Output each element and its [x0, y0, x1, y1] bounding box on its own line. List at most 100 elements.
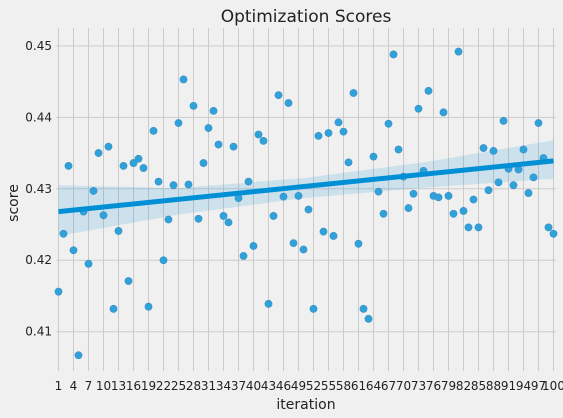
- data-point: [489, 147, 498, 155]
- y-tick-label: 0.41: [25, 325, 52, 339]
- y-tick-labels: 0.41 0.42 0.43 0.44 0.45: [25, 39, 52, 339]
- data-point: [94, 149, 103, 157]
- data-point: [319, 227, 328, 236]
- data-point: [154, 177, 163, 186]
- data-point: [254, 130, 263, 139]
- data-point: [114, 227, 123, 235]
- data-point: [464, 223, 473, 232]
- data-point: [454, 47, 463, 56]
- data-point: [164, 215, 173, 224]
- data-point: [459, 207, 468, 215]
- data-point: [474, 223, 483, 232]
- data-point: [484, 186, 493, 195]
- data-point: [284, 99, 293, 107]
- data-point: [509, 181, 518, 190]
- regression-line: [58, 158, 554, 215]
- data-point: [524, 189, 533, 197]
- data-point: [394, 145, 403, 154]
- data-point: [384, 119, 393, 128]
- data-point: [324, 129, 333, 137]
- x-tick-label: 19: [141, 379, 156, 393]
- data-point: [189, 101, 198, 110]
- data-point: [244, 177, 253, 186]
- data-point: [194, 214, 203, 223]
- data-point: [89, 187, 98, 195]
- x-tick-label: 37: [231, 379, 246, 393]
- data-point: [119, 162, 128, 170]
- x-tick-label: 40: [246, 379, 261, 393]
- data-point: [214, 140, 223, 149]
- x-tick-label: 97: [531, 379, 546, 393]
- x-tick-label: 1: [55, 379, 63, 393]
- data-point: [424, 86, 433, 95]
- data-point: [174, 119, 183, 127]
- data-point: [84, 259, 93, 268]
- x-tick-label: 34: [216, 379, 231, 393]
- data-point: [264, 299, 273, 308]
- x-tick-label: 100: [542, 379, 563, 393]
- data-point: [314, 132, 323, 140]
- data-point: [354, 239, 363, 248]
- x-tick-label: 73: [411, 379, 426, 393]
- y-tick-label: 0.44: [25, 110, 52, 124]
- data-point: [344, 158, 353, 167]
- data-point: [64, 162, 73, 170]
- x-tick-label: 25: [171, 379, 186, 393]
- y-tick-label: 0.43: [25, 182, 52, 196]
- data-point: [534, 119, 543, 127]
- data-point: [204, 124, 213, 132]
- data-point: [279, 192, 288, 201]
- x-tick-label: 55: [321, 379, 336, 393]
- data-point: [229, 142, 238, 151]
- x-tick-label: 70: [396, 379, 411, 393]
- x-tick-label: 22: [156, 379, 171, 393]
- x-tick-label: 64: [366, 379, 381, 393]
- x-tick-label: 46: [276, 379, 291, 393]
- x-tick-labels: 1 4 7 10 13 16 19 22 25 28 31 34 37 40 43 46 49 52 55 58 61 6…: [55, 379, 563, 393]
- x-tick-label: 61: [351, 379, 366, 393]
- data-point: [289, 239, 298, 247]
- data-point: [439, 108, 448, 117]
- x-tick-label: 52: [306, 379, 321, 393]
- data-point: [74, 351, 83, 360]
- data-point: [59, 229, 68, 238]
- data-point: [359, 304, 368, 313]
- x-tick-label: 91: [501, 379, 516, 393]
- data-point: [69, 246, 78, 255]
- data-point: [99, 211, 108, 220]
- y-tick-label: 0.45: [25, 39, 52, 53]
- data-point: [54, 287, 63, 296]
- data-point: [409, 189, 418, 198]
- x-tick-label: 79: [441, 379, 456, 393]
- data-point: [349, 89, 358, 97]
- y-axis-label: score: [6, 184, 22, 222]
- data-point: [124, 277, 133, 285]
- x-tick-label: 88: [486, 379, 501, 393]
- data-point: [304, 205, 313, 214]
- data-point: [334, 118, 343, 127]
- x-tick-label: 13: [111, 379, 126, 393]
- x-tick-label: 31: [201, 379, 216, 393]
- data-point: [274, 91, 283, 100]
- data-point: [299, 245, 308, 254]
- x-tick-label: 43: [261, 379, 276, 393]
- data-point: [389, 50, 398, 59]
- data-point: [149, 126, 158, 135]
- data-point: [549, 229, 558, 238]
- data-point: [139, 164, 148, 172]
- data-point: [369, 152, 378, 161]
- chart-title: Optimization Scores: [221, 7, 392, 27]
- data-point: [109, 304, 118, 313]
- data-points: [54, 47, 558, 360]
- data-point: [364, 314, 373, 323]
- x-tick-label: 94: [516, 379, 531, 393]
- x-axis-label: iteration: [276, 397, 335, 413]
- data-point: [444, 192, 453, 200]
- x-tick-label: 76: [426, 379, 441, 393]
- x-tick-label: 58: [336, 379, 351, 393]
- x-tick-label: 7: [85, 379, 93, 393]
- data-point: [249, 242, 258, 250]
- data-point: [184, 180, 193, 189]
- data-point: [219, 212, 228, 220]
